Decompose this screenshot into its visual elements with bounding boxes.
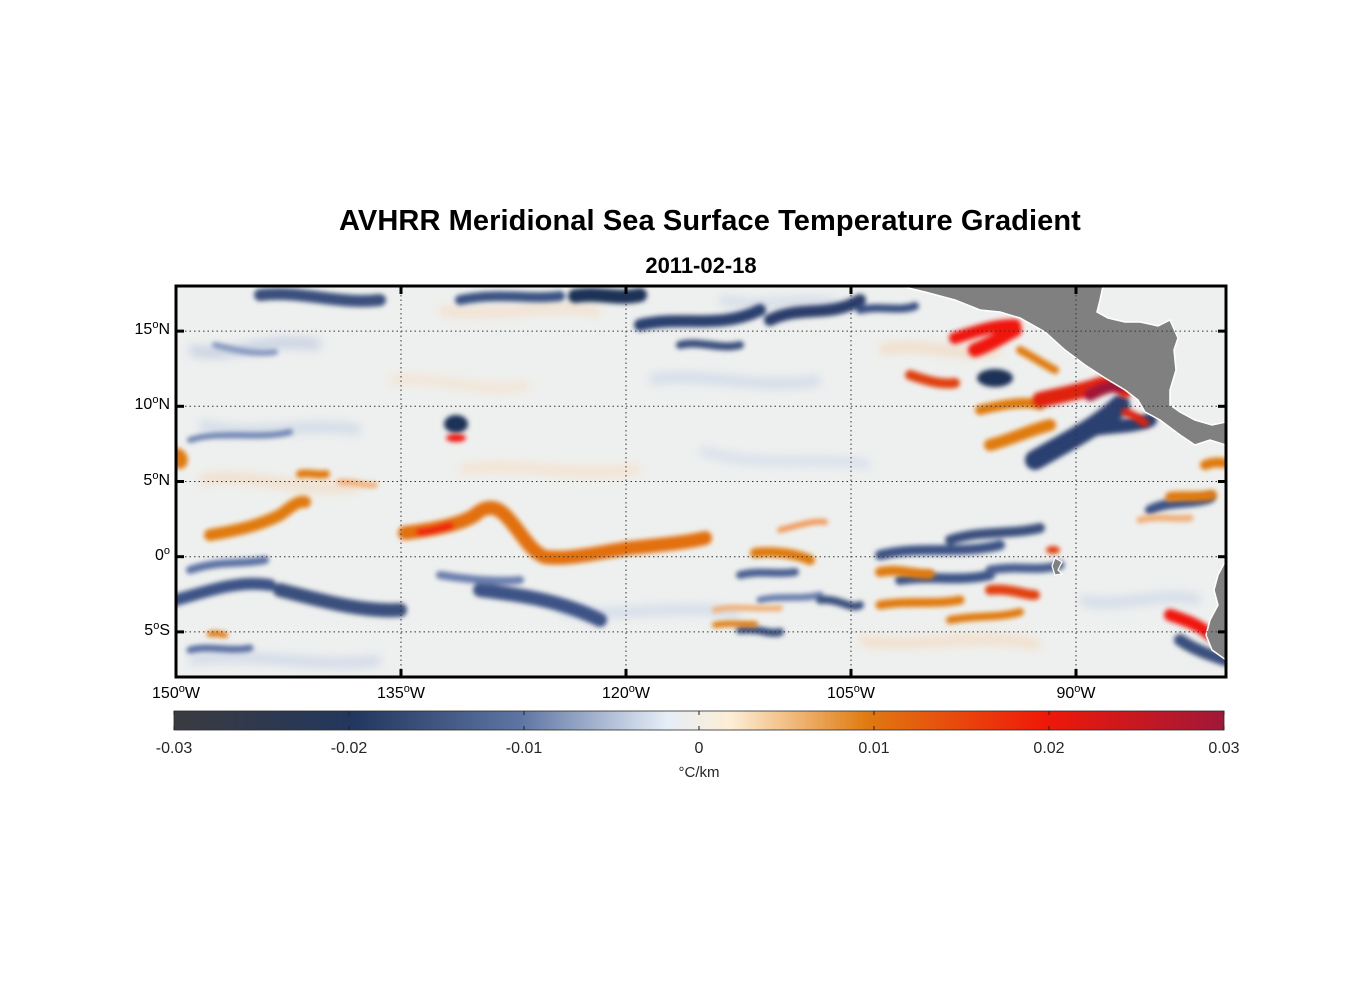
degree-symbol: o bbox=[152, 469, 159, 482]
tick-number: 90 bbox=[1056, 685, 1075, 702]
colorbar-tick-label: 0.02 bbox=[1033, 740, 1065, 757]
tick-number: 10 bbox=[134, 396, 153, 414]
lon-tick-label: 90oW bbox=[1036, 683, 1116, 703]
tick-number: 135 bbox=[377, 685, 404, 702]
hemisphere-letter: N bbox=[158, 471, 170, 489]
degree-symbol: o bbox=[178, 683, 185, 695]
colorbar-tick-label: -0.02 bbox=[330, 740, 368, 757]
lat-tick-label: 0o bbox=[110, 544, 170, 565]
degree-symbol: o bbox=[163, 544, 170, 557]
hemisphere-letter: W bbox=[634, 685, 650, 702]
degree-symbol: o bbox=[152, 319, 159, 332]
lon-tick-label: 150oW bbox=[136, 683, 216, 703]
land-masses bbox=[899, 286, 1226, 661]
hemisphere-letter: W bbox=[1080, 685, 1096, 702]
degree-symbol: o bbox=[853, 683, 860, 695]
tick-number: 5 bbox=[144, 621, 154, 639]
positive-gradient-features bbox=[176, 319, 1226, 641]
colorbar-tick-label: -0.03 bbox=[155, 740, 193, 757]
hemisphere-letter: W bbox=[184, 685, 200, 702]
hemisphere-letter: N bbox=[158, 321, 170, 339]
colorbar-unit: °C/km bbox=[678, 764, 720, 781]
degree-symbol: o bbox=[1074, 683, 1081, 695]
lat-tick-label: 10oN bbox=[110, 394, 170, 414]
tick-number: 105 bbox=[827, 685, 854, 702]
colorbar-ticks bbox=[173, 711, 1225, 730]
colorbar-tick-label: 0 bbox=[694, 740, 704, 757]
sst-gradient-field bbox=[176, 286, 1226, 677]
degree-symbol: o bbox=[153, 619, 160, 632]
degree-symbol: o bbox=[628, 683, 635, 695]
lon-tick-label: 135oW bbox=[361, 683, 441, 703]
lon-tick-label: 120oW bbox=[586, 683, 666, 703]
light-anomaly-texture bbox=[189, 296, 1202, 668]
tick-number: 15 bbox=[134, 321, 153, 339]
hemisphere-letter: S bbox=[159, 621, 170, 639]
lat-tick-label: 5oN bbox=[110, 469, 170, 490]
tick-number: 5 bbox=[143, 471, 153, 489]
south-america-land bbox=[1205, 559, 1226, 661]
hemisphere-letter: W bbox=[859, 685, 875, 702]
map-title: AVHRR Meridional Sea Surface Temperature… bbox=[339, 205, 1081, 237]
degree-symbol: o bbox=[152, 394, 159, 407]
map-subtitle: 2011-02-18 bbox=[645, 253, 757, 278]
lat-tick-label: 15oN bbox=[110, 319, 170, 339]
degree-symbol: o bbox=[403, 683, 410, 695]
negative-gradient-features bbox=[176, 287, 1226, 666]
lon-tick-label: 105oW bbox=[811, 683, 891, 703]
galapagos-land bbox=[1051, 557, 1064, 576]
central-america-land bbox=[899, 286, 1226, 446]
hemisphere-letter: N bbox=[158, 396, 170, 414]
frame-ticks bbox=[174, 286, 1226, 677]
tick-number: 120 bbox=[602, 685, 629, 702]
colorbar-tick-label: 0.01 bbox=[858, 740, 890, 757]
colorbar-tick-label: 0.03 bbox=[1208, 740, 1240, 757]
lat-tick-label: 5oS bbox=[110, 619, 170, 640]
colorbar-tick-label: -0.01 bbox=[505, 740, 543, 757]
hemisphere-letter: W bbox=[409, 685, 425, 702]
tick-number: 150 bbox=[152, 685, 179, 702]
tick-number: 0 bbox=[154, 546, 164, 564]
